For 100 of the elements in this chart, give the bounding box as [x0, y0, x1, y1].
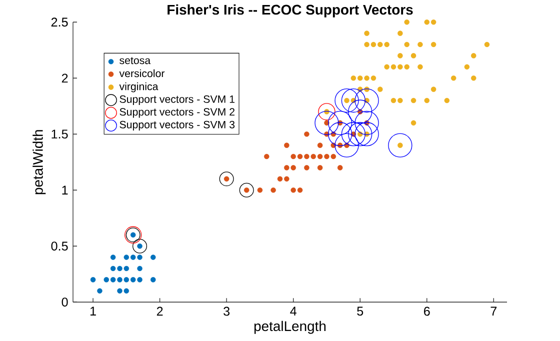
point [219, 172, 234, 186]
point [137, 266, 142, 272]
point [290, 154, 296, 160]
point [290, 165, 296, 170]
point [310, 154, 316, 160]
point [297, 187, 303, 193]
point [388, 133, 412, 158]
point [418, 42, 423, 48]
point [354, 122, 379, 146]
point [132, 238, 148, 254]
point [398, 53, 403, 58]
point [317, 142, 323, 148]
x-tick-label: 5 [357, 306, 364, 316]
point [264, 154, 270, 160]
point [344, 98, 350, 104]
point [370, 42, 376, 48]
point [317, 165, 323, 170]
point [464, 64, 470, 70]
point [90, 277, 96, 282]
y-axis-title: petalWidth [32, 130, 46, 194]
point [378, 86, 383, 92]
point [284, 165, 290, 170]
point [357, 75, 363, 81]
point [257, 187, 263, 193]
point [384, 64, 390, 70]
y-tick-label: 0 [62, 298, 68, 307]
point [110, 277, 116, 282]
point [337, 165, 343, 170]
point [384, 42, 390, 48]
point [304, 131, 310, 137]
point [424, 98, 430, 104]
point [117, 277, 122, 282]
point [398, 30, 403, 36]
point [334, 133, 359, 158]
point [124, 266, 130, 272]
point [110, 254, 116, 260]
point [348, 122, 372, 146]
point [354, 110, 379, 135]
point [364, 30, 370, 36]
y-tick-label: 1.5 [52, 130, 68, 138]
point [484, 42, 490, 48]
legend-label: versicolor [119, 69, 165, 78]
point [130, 277, 136, 282]
point [350, 75, 356, 81]
point [328, 110, 352, 135]
point [284, 176, 290, 182]
point [270, 187, 276, 193]
point [410, 120, 416, 126]
point [450, 75, 456, 81]
legend-label: setosa [120, 57, 151, 64]
point [130, 254, 136, 260]
point [470, 53, 476, 58]
point [348, 100, 372, 124]
point [470, 75, 476, 81]
legend-label: Support vectors - SVM 1 [120, 95, 234, 105]
point [330, 154, 336, 160]
point [104, 277, 109, 282]
point [277, 176, 283, 182]
y-tick-label: 0.5 [51, 242, 68, 251]
point [370, 75, 376, 81]
point [444, 98, 450, 104]
chart-title: Fisher's Iris -- ECOC Support Vectors [168, 4, 413, 18]
point [239, 182, 254, 198]
point [150, 254, 156, 260]
point [364, 75, 370, 81]
point [117, 288, 122, 294]
y-tick-label: 2.5 [51, 18, 68, 27]
x-tick-label: 7 [490, 306, 497, 316]
point [430, 42, 436, 48]
point [430, 86, 436, 92]
legend-label: virginica [119, 82, 158, 92]
point [317, 154, 323, 160]
point [324, 154, 330, 160]
point [110, 266, 116, 272]
point [318, 103, 336, 120]
point [97, 288, 102, 294]
y-tick-label: 1 [62, 186, 68, 194]
point [341, 122, 366, 146]
point [398, 64, 403, 70]
point [304, 165, 310, 170]
point [404, 19, 410, 25]
point [314, 110, 339, 135]
x-tick-label: 3 [224, 306, 230, 316]
y-tick-label: 2 [62, 74, 68, 82]
point [430, 19, 436, 25]
point [137, 277, 142, 282]
point [424, 19, 430, 25]
x-axis-title: petalLength [254, 320, 326, 334]
point [124, 254, 130, 260]
point [398, 98, 403, 104]
point [354, 88, 379, 113]
point [410, 98, 416, 104]
point [334, 88, 359, 113]
point [328, 122, 352, 146]
legend-label: Support vectors - SVM 3 [120, 120, 235, 130]
point [390, 98, 396, 104]
point [410, 53, 416, 58]
point [117, 266, 122, 272]
point [150, 277, 156, 282]
point [124, 277, 130, 282]
